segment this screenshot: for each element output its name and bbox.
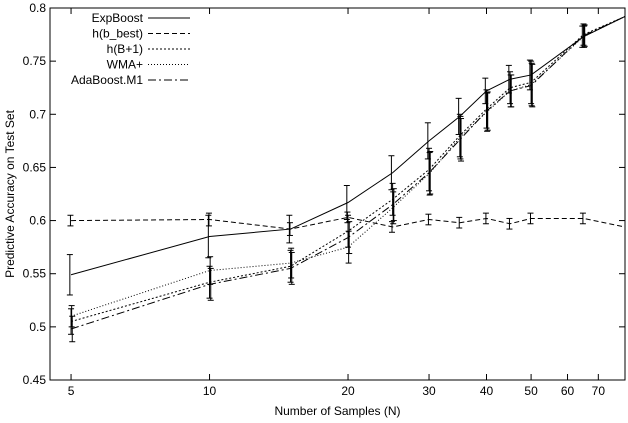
legend: ExpBoost h(b_best)h(B+1) WMA+AdaBoost.M1 — [71, 11, 190, 87]
x-tick-label: 60 — [561, 384, 575, 398]
x-tick-label: 50 — [524, 384, 538, 398]
y-tick-label: 0.55 — [23, 267, 47, 281]
y-tick-label: 0.6 — [29, 214, 46, 228]
y-tick-label: 0.75 — [23, 54, 47, 68]
y-axis-label: Predictive Accuracy on Test Set — [3, 109, 17, 278]
plot-frame — [49, 7, 626, 381]
x-tick-label: 70 — [592, 384, 606, 398]
x-tick-label: 20 — [341, 384, 355, 398]
legend-label: AdaBoost.M1 — [71, 73, 143, 87]
y-tick-label: 0.65 — [23, 160, 47, 174]
y-tick-label: 0.45 — [23, 373, 47, 387]
series-line — [70, 16, 625, 323]
legend-label: ExpBoost — [92, 11, 144, 25]
series-line — [70, 16, 625, 317]
errorbar-layer — [66, 23, 588, 343]
y-tick-label: 0.5 — [29, 320, 46, 334]
legend-label: h(B+1) — [107, 42, 143, 56]
x-tick-label: 40 — [480, 384, 494, 398]
y-tick-label: 0.8 — [29, 1, 46, 15]
x-tick-label: 30 — [422, 384, 436, 398]
ticks-layer: 0.45 0.5 0.55 0.6 0.65 0.7 0.75 0.8 5 10 20 30 40 50 6… — [23, 1, 625, 398]
x-tick-label: 10 — [203, 384, 217, 398]
series-line — [70, 16, 625, 330]
x-tick-label: 5 — [68, 384, 75, 398]
series-line — [71, 216, 625, 230]
series-layer — [70, 16, 625, 330]
x-axis-label: Number of Samples (N) — [274, 404, 400, 418]
y-tick-label: 0.7 — [29, 107, 46, 121]
legend-label: h(b_best) — [92, 27, 143, 41]
series-line — [70, 16, 625, 276]
legend-label: WMA+ — [107, 58, 143, 72]
